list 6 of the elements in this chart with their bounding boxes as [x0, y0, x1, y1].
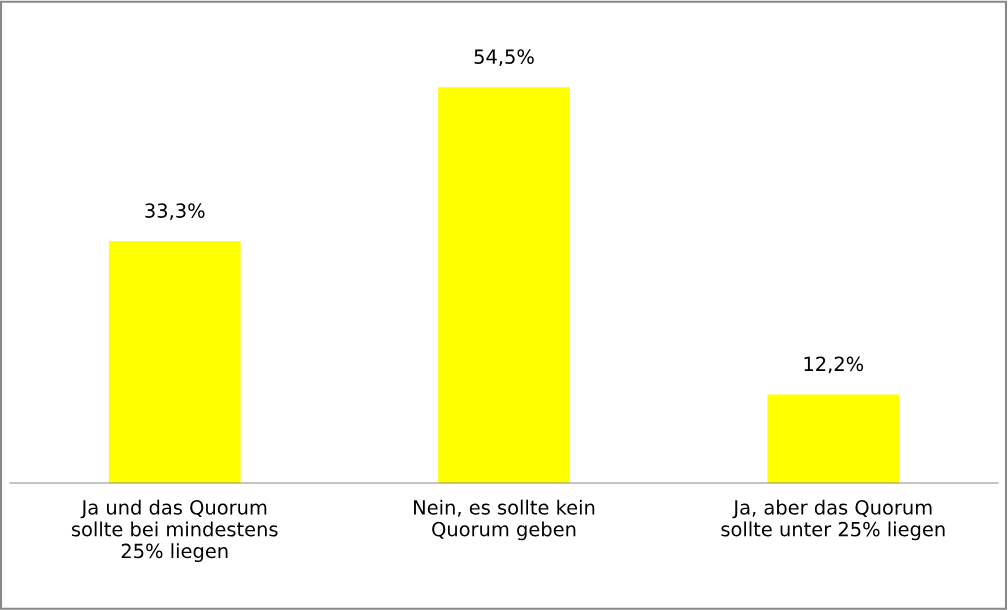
data-label: 33,3% [145, 203, 205, 220]
x-tick-label: Ja und das Quorum sollte bei mindestens 25% liegen [71, 499, 278, 563]
data-label: 12,2% [804, 356, 864, 374]
x-tick-label: Ja, aber das Quorum sollte unter 25% liegen [721, 499, 945, 541]
data-label: 54,5% [474, 49, 534, 66]
x-tick-label: Nein, es sollte kein Quorum geben [414, 499, 595, 541]
